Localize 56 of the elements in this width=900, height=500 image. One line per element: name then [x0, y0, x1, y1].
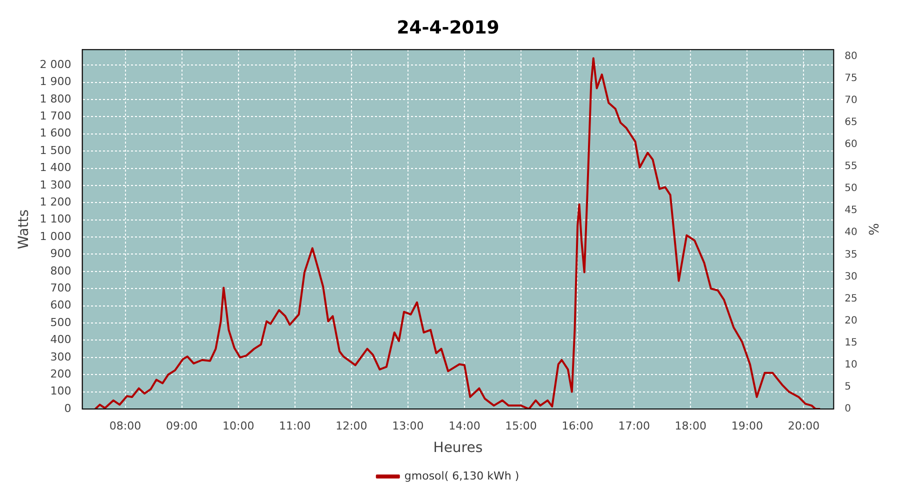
y-tick-label: 1 200 [40, 196, 72, 209]
y2-tick-label: 50 [844, 183, 858, 194]
y2-tick-label: 15 [844, 337, 858, 348]
y-tick-label: 0 [64, 402, 72, 415]
y-tick-label: 1 800 [40, 92, 72, 106]
y-tick-label: 1 000 [40, 230, 72, 243]
x-axis-title: Heures [433, 440, 483, 456]
y2-tick-label: 70 [844, 94, 858, 106]
y2-tick-label: 0 [844, 404, 852, 415]
y2-tick-label: 65 [844, 116, 858, 128]
y2-tick-label: 30 [844, 271, 858, 282]
y-tick-label: 100 [50, 384, 72, 398]
x-tick-label: 13:00 [392, 419, 424, 432]
x-tick-label: 09:00 [166, 419, 198, 432]
y2-tick-label: 45 [844, 205, 858, 216]
y-tick-label: 200 [50, 367, 72, 380]
y-tick-label: 1 600 [40, 126, 72, 140]
y2-tick-label: 75 [844, 72, 858, 84]
y-tick-label: 1 100 [40, 212, 72, 226]
y-tick-label: 1 700 [40, 110, 72, 123]
x-tick-label: 14:00 [448, 419, 480, 432]
y-tick-label: 400 [50, 333, 72, 346]
y2-tick-label: 5 [844, 382, 852, 393]
x-tick-label: 18:00 [674, 419, 706, 432]
y2-tick-label: 60 [844, 139, 858, 150]
y-tick-label: 600 [50, 298, 72, 312]
y2-axis-title: % [864, 223, 880, 236]
y-tick-label: 1 500 [40, 144, 72, 157]
y-tick-label: 300 [50, 350, 72, 364]
x-tick-label: 15:00 [505, 419, 537, 432]
y-tick-label: 1 300 [40, 178, 72, 192]
y-tick-label: 700 [50, 281, 72, 294]
x-tick-label: 16:00 [562, 419, 594, 432]
x-tick-label: 11:00 [279, 419, 311, 432]
y2-tick-label: 55 [844, 161, 858, 172]
y-axis-title: Watts [16, 209, 32, 250]
x-tick-label: 12:00 [336, 419, 368, 432]
y-tick-label: 1 900 [40, 75, 72, 88]
y2-tick-label: 20 [844, 315, 858, 326]
x-tick-label: 10:00 [222, 419, 254, 432]
y-tick-label: 900 [50, 247, 72, 260]
x-tick-label: 08:00 [109, 419, 142, 432]
x-tick-label: 19:00 [731, 419, 764, 432]
y2-tick-label: 80 [844, 50, 858, 62]
y2-tick-label: 35 [844, 249, 858, 260]
y-tick-label: 2 000 [40, 58, 72, 71]
y2-tick-label: 10 [844, 359, 858, 370]
x-tick-label: 17:00 [618, 419, 650, 432]
y2-tick-label: 40 [844, 227, 858, 238]
y-tick-label: 500 [50, 316, 72, 329]
y2-tick-label: 25 [844, 293, 858, 304]
x-tick-label: 20:00 [788, 419, 820, 432]
legend-label: gmosol( 6,130 kWh ) [404, 469, 520, 482]
chart-title: 24-4-2019 [396, 17, 500, 38]
y-tick-label: 800 [50, 264, 72, 278]
y-tick-label: 1 400 [40, 161, 72, 174]
